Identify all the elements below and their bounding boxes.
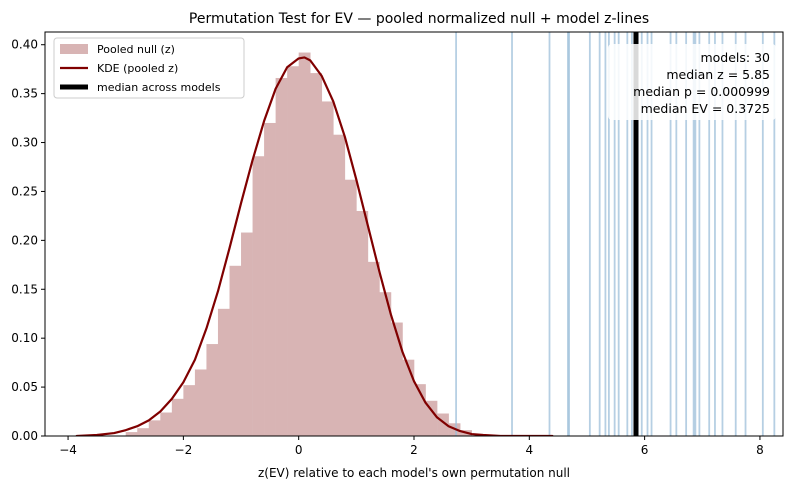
histogram-bar: [390, 322, 403, 436]
histogram-bar: [414, 384, 426, 436]
legend: Pooled null (z) KDE (pooled z) median ac…: [53, 37, 245, 99]
histogram-bar: [252, 156, 265, 436]
kde-curve: [75, 56, 554, 436]
stats-annotation: models: 30 median z = 5.85 median p = 0.…: [608, 44, 776, 120]
histogram-bar: [125, 432, 138, 436]
y-tick-label: 0.05: [11, 380, 38, 394]
x-axis: −4 −2 0 2 4 6 8: [59, 436, 764, 457]
x-tick-label: 0: [295, 443, 303, 457]
histogram-bar: [241, 232, 253, 436]
chart-title: Permutation Test for EV — pooled normali…: [189, 11, 649, 27]
legend-label-median: median across models: [97, 81, 221, 94]
y-tick-label: 0.30: [11, 136, 38, 150]
histogram-bar: [217, 308, 230, 436]
stats-models: models: 30: [700, 50, 770, 65]
histogram-bar: [344, 179, 357, 436]
x-tick-label: −4: [59, 443, 77, 457]
legend-swatch-histogram: [60, 44, 88, 54]
y-tick-label: 0.15: [11, 282, 38, 296]
histogram-bar: [425, 400, 438, 436]
histogram-bar: [229, 265, 242, 436]
legend-label-kde: KDE (pooled z): [97, 62, 178, 75]
y-tick-label: 0.00: [11, 429, 38, 443]
x-tick-label: 4: [525, 443, 533, 457]
histogram-bar: [321, 101, 334, 436]
legend-box: [53, 37, 245, 99]
plot-area: [75, 32, 776, 436]
histogram-bar: [183, 385, 196, 436]
histogram-bar: [402, 359, 415, 436]
histogram-bar: [379, 292, 392, 436]
stats-annotation-box: [608, 44, 776, 120]
stats-median-ev: median EV = 0.3725: [641, 101, 770, 116]
histogram-bar: [287, 66, 299, 436]
histogram-bar: [333, 134, 346, 436]
stats-median-p: median p = 0.000999: [633, 84, 770, 99]
x-tick-label: −2: [175, 443, 193, 457]
y-tick-label: 0.25: [11, 184, 38, 198]
histogram-bar: [310, 73, 323, 436]
y-tick-label: 0.20: [11, 233, 38, 247]
y-axis: 0.00 0.05 0.10 0.15 0.20 0.25 0.30 0.35 0.40: [11, 38, 45, 443]
histogram-bar: [356, 211, 369, 436]
histogram-bar: [160, 412, 173, 436]
histogram-bar: [171, 398, 184, 436]
x-tick-label: 6: [641, 443, 649, 457]
histogram-bar: [264, 122, 276, 436]
y-tick-label: 0.10: [11, 331, 38, 345]
histogram-bar: [206, 344, 219, 436]
histogram-bar: [194, 369, 207, 436]
x-tick-label: 8: [756, 443, 764, 457]
histogram-bar: [148, 420, 161, 436]
x-tick-label: 2: [410, 443, 418, 457]
histogram-bar: [367, 261, 380, 436]
legend-label-histogram: Pooled null (z): [97, 43, 175, 56]
histogram-bar: [275, 77, 288, 436]
stats-median-z: median z = 5.85: [666, 67, 770, 82]
histogram-bar: [298, 52, 311, 436]
histogram-bar: [437, 413, 449, 436]
y-tick-label: 0.40: [11, 38, 38, 52]
x-axis-label: z(EV) relative to each model's own permu…: [258, 466, 570, 480]
y-tick-label: 0.35: [11, 87, 38, 101]
histogram-bar: [137, 428, 150, 436]
